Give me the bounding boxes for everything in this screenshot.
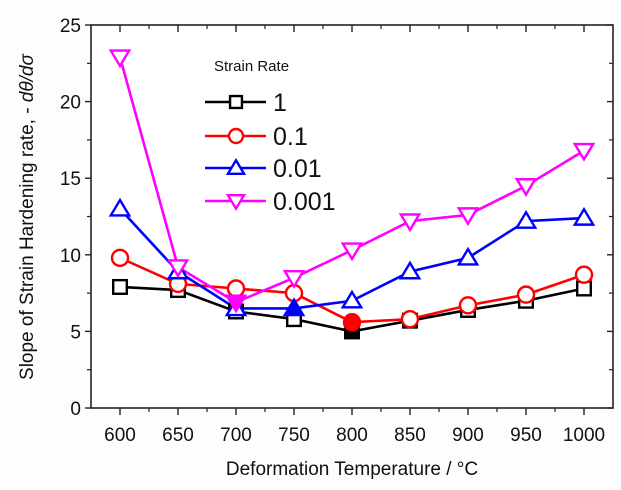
plot-area-background	[91, 25, 613, 408]
markers-0_1	[110, 248, 594, 332]
y-tick-label: 10	[60, 246, 81, 267]
legend-entry: 1	[205, 89, 287, 117]
data-point	[516, 285, 536, 304]
data-point	[400, 309, 420, 329]
legend: Strain Rate 1 0.1 0.01 0.001	[205, 58, 336, 216]
x-axis-title: Deformation Temperature / °C	[226, 459, 478, 480]
data-point	[108, 197, 132, 217]
series-layer	[108, 49, 596, 340]
data-point	[282, 297, 306, 317]
y-tick-label: 0	[70, 399, 81, 420]
data-point	[108, 49, 132, 69]
data-point	[514, 178, 538, 197]
legend-marker	[228, 94, 244, 110]
legend-label: 1	[273, 89, 287, 117]
x-axis: 600 650 700 750 800 850 900 950 1000	[104, 25, 605, 446]
legend-label: 0.1	[273, 123, 308, 151]
markers-0_001	[108, 49, 596, 314]
x-tick-label: 950	[510, 425, 542, 446]
data-point	[572, 206, 596, 226]
y-tick-label: 5	[70, 322, 81, 343]
y-axis: 0 5 10 15 20 25	[60, 16, 613, 420]
data-point	[111, 278, 128, 295]
y-axis-title-main: Slope of Strain Hardening rate, -	[17, 102, 38, 380]
data-point	[514, 209, 538, 229]
legend-title: Strain Rate	[214, 58, 289, 75]
data-point	[456, 246, 480, 266]
legend-entry: 0.01	[205, 155, 322, 183]
x-tick-label: 750	[278, 425, 310, 446]
y-axis-title: Slope of Strain Hardening rate, - dθ/dσ	[17, 52, 38, 379]
legend-marker	[225, 194, 247, 212]
legend-entry: 0.1	[205, 123, 308, 151]
x-tick-label: 900	[452, 425, 484, 446]
y-tick-label: 25	[60, 16, 81, 37]
data-point	[224, 294, 248, 314]
data-point	[226, 279, 246, 298]
x-tick-label: 800	[336, 425, 368, 446]
x-tick-label: 650	[162, 425, 194, 446]
y-axis-title-italic: dθ/dσ	[17, 52, 38, 102]
legend-marker	[225, 157, 247, 175]
data-point	[572, 142, 596, 162]
data-point	[166, 259, 190, 279]
legend-entry: 0.001	[205, 188, 336, 216]
data-point	[340, 289, 364, 309]
legend-marker	[227, 127, 245, 145]
legend-label: 0.001	[273, 188, 336, 216]
data-point	[282, 269, 306, 289]
data-point	[398, 213, 422, 233]
legend-label: 0.01	[273, 155, 322, 183]
data-point	[342, 313, 362, 332]
y-tick-label: 15	[60, 169, 81, 190]
data-point	[340, 242, 364, 262]
y-tick-label: 20	[60, 93, 81, 114]
x-tick-label: 1000	[563, 425, 605, 446]
data-point	[110, 248, 130, 268]
data-point	[456, 207, 480, 227]
data-point	[574, 265, 594, 284]
x-tick-label: 600	[104, 425, 136, 446]
x-tick-label: 700	[220, 425, 252, 446]
data-point	[398, 260, 422, 280]
x-tick-label: 850	[394, 425, 426, 446]
data-point	[458, 296, 478, 315]
